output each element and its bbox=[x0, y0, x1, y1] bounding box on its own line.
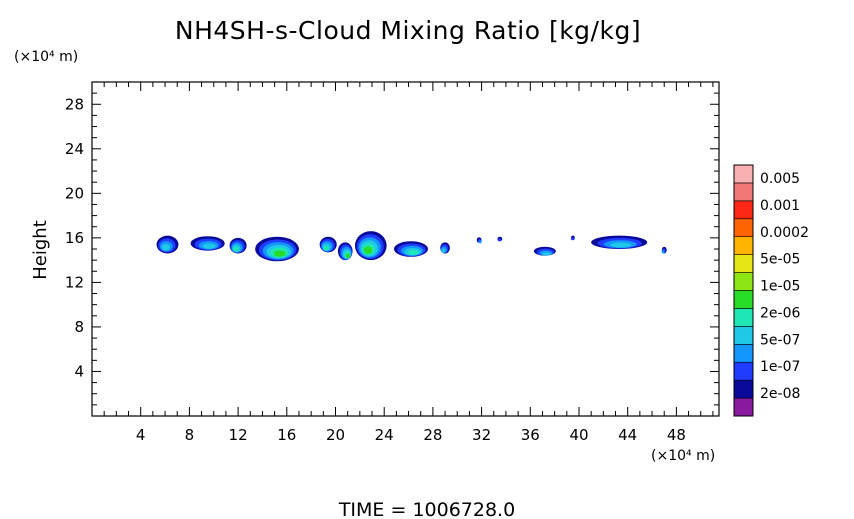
colorbar-label: 0.005 bbox=[760, 171, 800, 187]
colorbar-label: 2e-08 bbox=[760, 386, 800, 402]
x-axis-unit: (×10⁴ m) bbox=[651, 448, 715, 464]
cloud-contour bbox=[323, 245, 329, 251]
cloud-contour bbox=[202, 243, 216, 249]
x-tick-label: 20 bbox=[326, 426, 345, 444]
x-tick-label: 48 bbox=[667, 426, 686, 444]
cloud-contour bbox=[497, 238, 501, 242]
cloud-contour bbox=[363, 246, 373, 254]
cloud-contour bbox=[233, 246, 239, 252]
time-value: 1006728.0 bbox=[412, 499, 515, 519]
colorbar-label: 1e-05 bbox=[760, 279, 800, 295]
cloud-cell bbox=[156, 235, 179, 254]
y-axis-ticks: 4 8 12 16 20 24 28 bbox=[65, 92, 719, 406]
colorbar-label: 0.001 bbox=[760, 198, 800, 214]
x-tick-label: 16 bbox=[277, 426, 296, 444]
colorbar-swatch bbox=[733, 343, 754, 363]
x-tick-label: 4 bbox=[136, 426, 146, 444]
cloud-contour bbox=[346, 253, 350, 259]
colorbar-frame bbox=[733, 164, 754, 417]
y-tick-label: 4 bbox=[74, 362, 84, 380]
cloud-cell bbox=[497, 236, 503, 242]
y-tick-label: 16 bbox=[65, 229, 84, 247]
x-tick-label: 12 bbox=[229, 426, 248, 444]
colorbar-swatch bbox=[733, 182, 754, 202]
cloud-cell bbox=[476, 237, 482, 244]
cloud-cell bbox=[255, 236, 299, 262]
x-axis-ticks: 4 8 12 16 20 24 28 32 36 40 44 48 bbox=[103, 82, 714, 444]
cloud-contour bbox=[570, 237, 574, 241]
colorbar-swatch bbox=[733, 218, 754, 238]
x-tick-label: 36 bbox=[521, 426, 540, 444]
plot-frame bbox=[91, 81, 720, 417]
cloud-cell bbox=[440, 242, 450, 254]
cloud-cell bbox=[533, 246, 556, 256]
chart-title: NH4SH-s-Cloud Mixing Ratio [kg/kg] bbox=[175, 16, 641, 45]
cloud-contour bbox=[542, 252, 551, 256]
y-tick-label: 24 bbox=[65, 140, 84, 158]
colorbar-swatch bbox=[733, 272, 754, 291]
cloud-contour bbox=[661, 250, 665, 254]
cloud-contour bbox=[161, 243, 170, 251]
colorbar-swatch bbox=[733, 290, 754, 309]
cloud-cell bbox=[591, 235, 648, 250]
colorbar-label: 5e-05 bbox=[760, 252, 800, 268]
x-tick-label: 44 bbox=[618, 426, 637, 444]
cloud-cell bbox=[337, 242, 353, 261]
colorbar-swatch bbox=[733, 236, 754, 255]
colorbar: 2e-08 1e-07 5e-07 2e-06 1e-05 5e-05 0.0002 0.00… bbox=[733, 164, 809, 417]
y-tick-label: 28 bbox=[65, 95, 84, 113]
cloud-cell bbox=[190, 236, 225, 251]
colorbar-label: 2e-06 bbox=[760, 305, 800, 321]
cloud-cell bbox=[354, 231, 387, 261]
cloud-cell bbox=[661, 246, 667, 254]
cloud-cell bbox=[319, 236, 337, 253]
colorbar-swatch bbox=[733, 164, 754, 184]
x-tick-label: 8 bbox=[185, 426, 195, 444]
x-tick-label: 24 bbox=[375, 426, 394, 444]
colorbar-swatch bbox=[733, 397, 754, 417]
cloud-cell bbox=[229, 237, 247, 254]
cloud-field bbox=[156, 231, 667, 262]
colorbar-swatch bbox=[733, 254, 754, 273]
colorbar-swatch bbox=[733, 326, 754, 345]
y-tick-label: 20 bbox=[65, 184, 84, 202]
colorbar-label: 0.0002 bbox=[760, 225, 809, 241]
cloud-cell bbox=[570, 235, 575, 241]
cloud-contour bbox=[407, 250, 419, 256]
y-axis-label: Height bbox=[30, 220, 51, 280]
cloud-contour bbox=[610, 242, 632, 248]
colorbar-label: 5e-07 bbox=[760, 332, 800, 348]
y-tick-label: 8 bbox=[74, 318, 84, 336]
x-tick-label: 32 bbox=[472, 426, 491, 444]
time-separator: = bbox=[390, 499, 406, 519]
time-stamp: TIME = 1006728.0 bbox=[338, 499, 515, 519]
colorbar-swatch bbox=[733, 379, 754, 399]
colorbar-swatch bbox=[733, 308, 754, 327]
cloud-contour bbox=[478, 240, 482, 244]
cloud-contour bbox=[273, 250, 286, 257]
colorbar-swatch bbox=[733, 200, 754, 220]
cloud-contour bbox=[441, 248, 446, 253]
colorbar-label: 1e-07 bbox=[760, 359, 800, 375]
cloud-cell bbox=[393, 241, 429, 257]
x-tick-label: 40 bbox=[569, 426, 588, 444]
y-tick-label: 12 bbox=[65, 273, 84, 291]
colorbar-swatch bbox=[733, 361, 754, 381]
y-axis-unit: (×10⁴ m) bbox=[14, 49, 78, 65]
x-tick-label: 28 bbox=[423, 426, 442, 444]
time-label: TIME bbox=[338, 499, 385, 519]
